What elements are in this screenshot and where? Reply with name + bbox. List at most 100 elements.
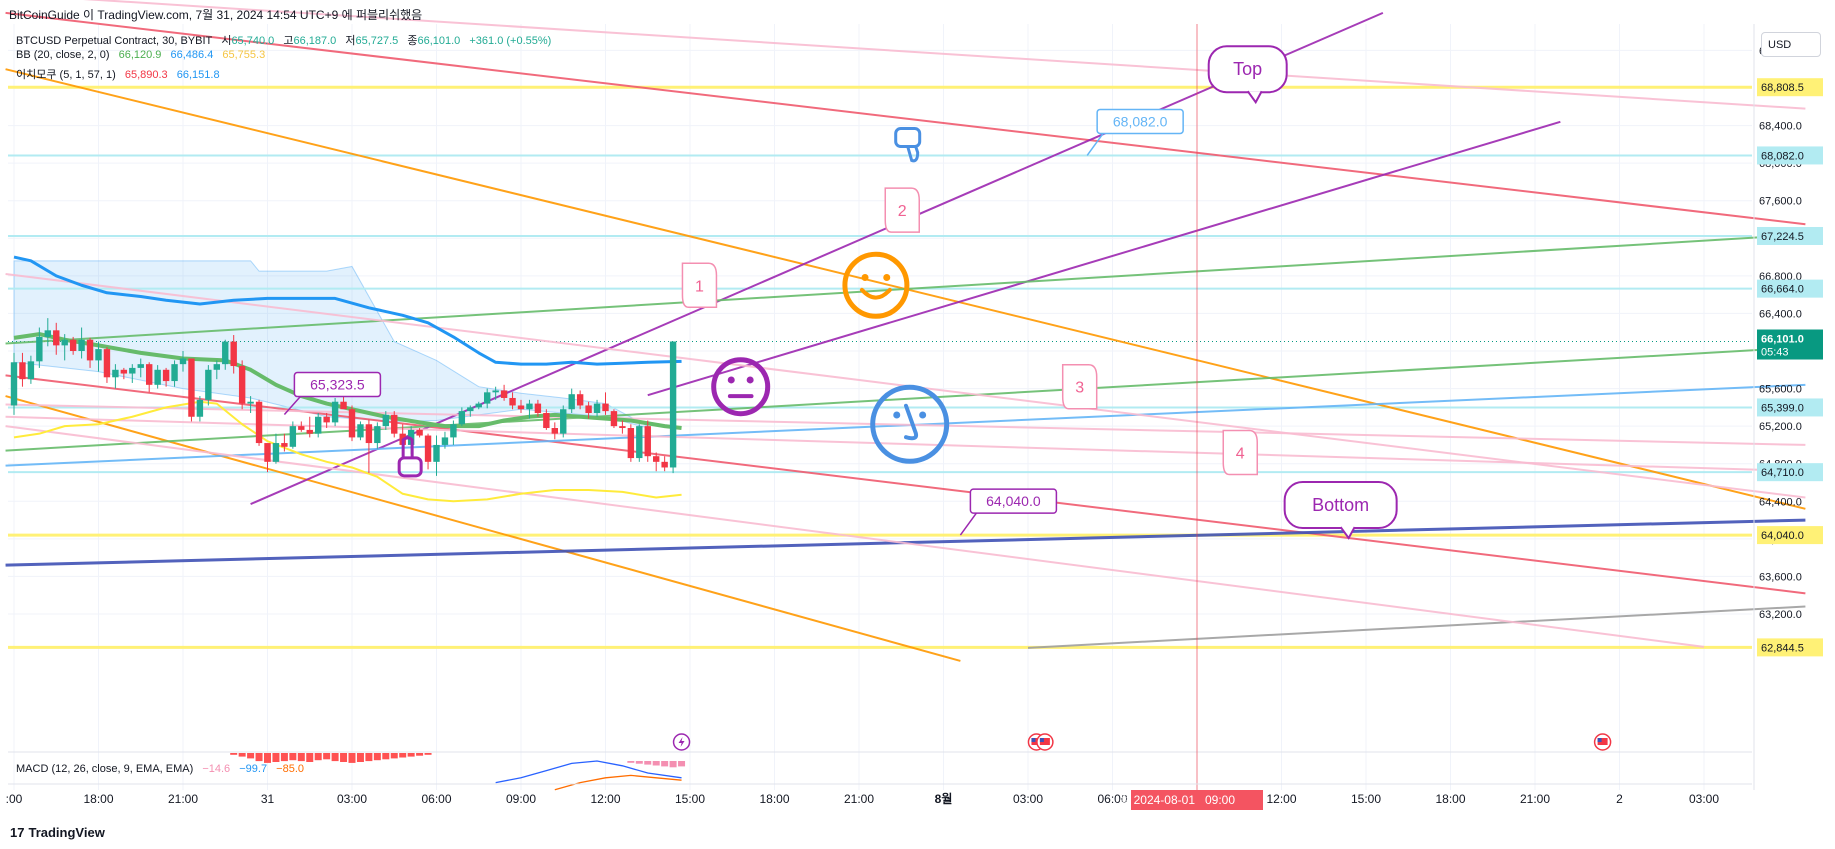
candle-body: [179, 358, 187, 365]
candle-body: [509, 397, 516, 406]
level-price-tag: [1757, 398, 1823, 417]
price-axis[interactable]: 63,200.063,600.064,000.064,400.064,800.0…: [1753, 24, 1823, 790]
legend-bb-mid: 66,120.9: [118, 49, 162, 61]
tradingview-logo[interactable]: 17 TradingView: [10, 825, 105, 840]
level-price-tag-label: 68,082.0: [1761, 150, 1804, 162]
speech-bubble-tail: [1339, 526, 1356, 540]
candle-body: [619, 426, 626, 429]
callout-box: [1096, 108, 1184, 135]
level-price-tag-label: 64,040.0: [1761, 530, 1804, 542]
candle-body: [517, 405, 525, 410]
legend-macd[interactable]: MACD (12, 26, close, 9, EMA, EMA) −14.6 …: [16, 763, 310, 775]
level-price-tag: [1757, 463, 1823, 482]
legend-ichimoku[interactable]: 이치모쿠 (5, 1, 57, 1) 65,890.3 66,151.8: [16, 66, 226, 82]
macd-hist-bar: [390, 753, 398, 759]
macd-hist-bar: [331, 753, 339, 762]
number-badge: [681, 262, 718, 308]
candle-body: [78, 339, 85, 351]
trend-line: [82, 0, 1806, 110]
callout-pointer: [959, 512, 978, 536]
bb-lower-line: [13, 400, 682, 503]
legend-bb-label: BB (20, close, 2, 0): [16, 49, 110, 61]
candle-body: [146, 364, 153, 385]
time-tick-label: 12:00: [590, 792, 620, 806]
flag-canton: [1031, 738, 1036, 742]
time-tick-label: 21:00: [844, 792, 874, 806]
candle-body: [196, 399, 204, 417]
time-tick-label: 31: [261, 792, 275, 806]
thumb-down-icon-finger: [906, 146, 920, 163]
candle-body: [69, 339, 77, 351]
candle-body: [450, 424, 457, 438]
emoji-neutral-face: [711, 357, 771, 417]
flag-stripes: [1597, 738, 1608, 745]
candle-body: [222, 341, 229, 365]
time-tick-label: 18:00: [83, 792, 113, 806]
legend-ichimoku-a: 65,890.3: [124, 69, 168, 81]
legend-open: 시65,740.0: [221, 35, 275, 47]
macd-hist-bar: [247, 753, 255, 759]
candle-body: [137, 364, 144, 368]
price-tick-label: 65,600.0: [1759, 384, 1802, 396]
macd-hist-bar: [297, 753, 305, 762]
level-price-tag-label: 64,710.0: [1761, 467, 1804, 479]
crosshair-date-label: 목 2024-08-01: [1119, 793, 1195, 807]
annotations: 65,323.5 68,082.0 64,040.0 Top Bottom 1 2 3 4: [283, 45, 1612, 751]
candle-body: [272, 443, 280, 462]
last-price-countdown: 05:43: [1761, 347, 1789, 359]
candle-body: [281, 443, 288, 447]
candle-body: [238, 366, 246, 404]
time-tick-label: 2: [1616, 792, 1623, 806]
time-axis[interactable]: :00 18:00 21:00 31 03:00 06:00 09:00 12:00 15:00…: [6, 783, 1752, 810]
crosshair-time-label: 09:00: [1205, 793, 1235, 807]
candle-body: [534, 403, 542, 413]
legend-close: 종66,101.0: [407, 35, 461, 47]
number-badge-label: 2: [898, 203, 907, 220]
time-tick-label: 06:00: [421, 792, 451, 806]
candle-body: [560, 409, 567, 434]
number-badge: [884, 187, 920, 233]
currency-button[interactable]: USD: [1761, 32, 1821, 57]
candle-body: [441, 437, 449, 445]
macd-hist-bar: [373, 753, 381, 761]
candle-body: [576, 394, 584, 406]
candle-body: [365, 424, 373, 444]
speech-bubble-text: Bottom: [1312, 495, 1369, 515]
candle-body: [602, 403, 609, 412]
emoji-eye: [919, 411, 927, 419]
time-tick-label: 12:00: [1266, 792, 1296, 806]
flag-canton: [1597, 738, 1602, 742]
macd-hist-bar: [340, 753, 348, 762]
emoji-eye: [746, 376, 754, 384]
time-tick-label: 8월: [935, 791, 953, 806]
price-tick-label: 64,400.0: [1759, 496, 1802, 508]
candle-body: [154, 369, 161, 385]
trend-line: [250, 11, 1384, 506]
macd-hist-bar: [644, 761, 652, 765]
candle-body: [36, 336, 43, 362]
candle-body: [86, 339, 94, 361]
legend-bb[interactable]: BB (20, close, 2, 0) 66,120.9 66,486.4 6…: [16, 49, 271, 61]
candle-body: [424, 435, 432, 462]
level-price-tag-label: 67,224.5: [1761, 231, 1804, 243]
candle-body: [568, 394, 575, 410]
candle-body: [475, 403, 482, 408]
candle-body: [585, 405, 592, 413]
flag-stripes: [1039, 738, 1050, 745]
price-tick-label: 68,400.0: [1759, 121, 1802, 133]
emoji-eye: [727, 376, 735, 384]
trend-line: [5, 395, 961, 662]
flash-bolt: [678, 737, 685, 747]
candle-body: [120, 369, 128, 374]
last-price-tag-value: 66,101.0: [1761, 334, 1804, 346]
callout-box: [293, 371, 382, 398]
macd-hist-bar: [314, 753, 322, 761]
candle-body: [467, 407, 474, 412]
candle-body: [255, 401, 263, 444]
legend-low: 저65,727.5: [345, 35, 399, 47]
number-badge-label: 1: [695, 278, 704, 295]
number-badge-label: 3: [1075, 380, 1084, 397]
macd-hist-bar: [356, 753, 364, 762]
price-tick-label: 67,600.0: [1759, 196, 1802, 208]
